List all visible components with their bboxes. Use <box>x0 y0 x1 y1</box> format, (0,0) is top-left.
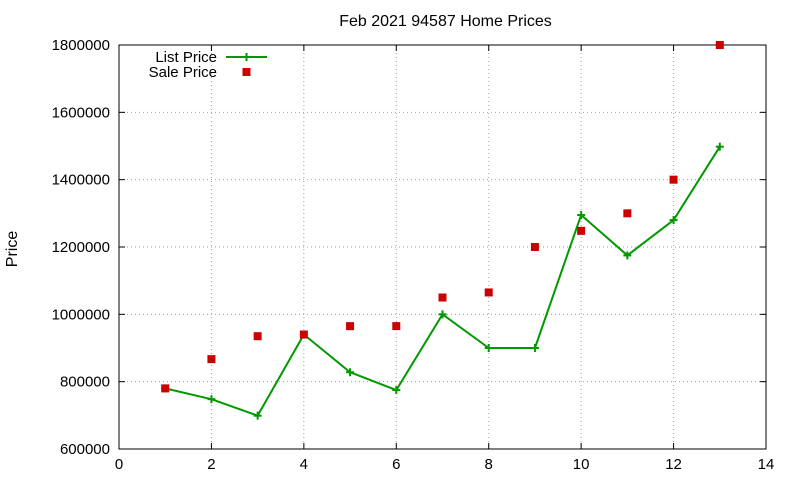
legend-label: List Price <box>155 49 217 66</box>
sale-price-point <box>161 384 170 393</box>
y-tick-label: 1000000 <box>52 306 110 323</box>
y-tick-label: 600000 <box>60 441 110 458</box>
x-tick-label: 10 <box>573 456 590 473</box>
list-price-point <box>207 395 216 404</box>
sale-price-point <box>346 322 355 331</box>
x-tick-label: 2 <box>207 456 215 473</box>
x-tick-label: 4 <box>300 456 308 473</box>
y-tick-label: 800000 <box>60 374 110 391</box>
x-tick-label: 12 <box>665 456 682 473</box>
list-price-point <box>484 344 493 352</box>
y-tick-label: 1400000 <box>52 172 110 189</box>
y-tick-label: 1600000 <box>52 104 110 121</box>
list-price-point <box>669 216 678 225</box>
x-tick-label: 14 <box>758 456 775 473</box>
sale-price-point <box>577 226 586 235</box>
list-price-point <box>715 142 724 151</box>
y-tick-label: 1200000 <box>52 239 110 256</box>
y-tick-label: 1800000 <box>52 37 110 54</box>
list-price-point <box>253 411 262 420</box>
series-list-price <box>161 142 724 420</box>
sale-price-point <box>438 293 447 302</box>
series-sale-price <box>161 41 724 393</box>
x-tick-label: 0 <box>115 456 123 473</box>
sale-price-point <box>669 175 678 184</box>
sale-price-point <box>530 243 539 251</box>
list-price-point <box>623 251 632 260</box>
grid-layer <box>119 45 766 449</box>
legend-swatch-marker <box>242 53 251 61</box>
x-tick-label: 8 <box>485 456 493 473</box>
plot-frame <box>118 44 767 450</box>
list-price-line <box>164 146 721 417</box>
chart-title: Feb 2021 94587 Home Prices <box>339 13 552 30</box>
y-axis-label: Price <box>4 231 21 268</box>
list-price-point <box>346 368 355 377</box>
sale-price-point <box>623 209 632 218</box>
legend-label: Sale Price <box>149 64 217 81</box>
sale-price-point <box>715 41 724 49</box>
sale-price-point <box>253 332 262 341</box>
sale-price-point <box>392 322 401 331</box>
x-tick-label: 6 <box>392 456 400 473</box>
sale-price-point <box>207 355 216 364</box>
sale-price-point <box>299 330 308 339</box>
sale-price-point <box>484 288 493 297</box>
ticks-layer: 0 2 4 6 8 10 12 14 600000 800000 1000000 1200000 140… <box>52 37 775 473</box>
list-price-point <box>577 211 586 220</box>
list-price-point <box>392 386 401 395</box>
legend-swatch-marker <box>242 68 251 76</box>
list-price-point <box>530 344 539 352</box>
series-layer <box>161 41 724 420</box>
list-price-point <box>438 310 447 319</box>
